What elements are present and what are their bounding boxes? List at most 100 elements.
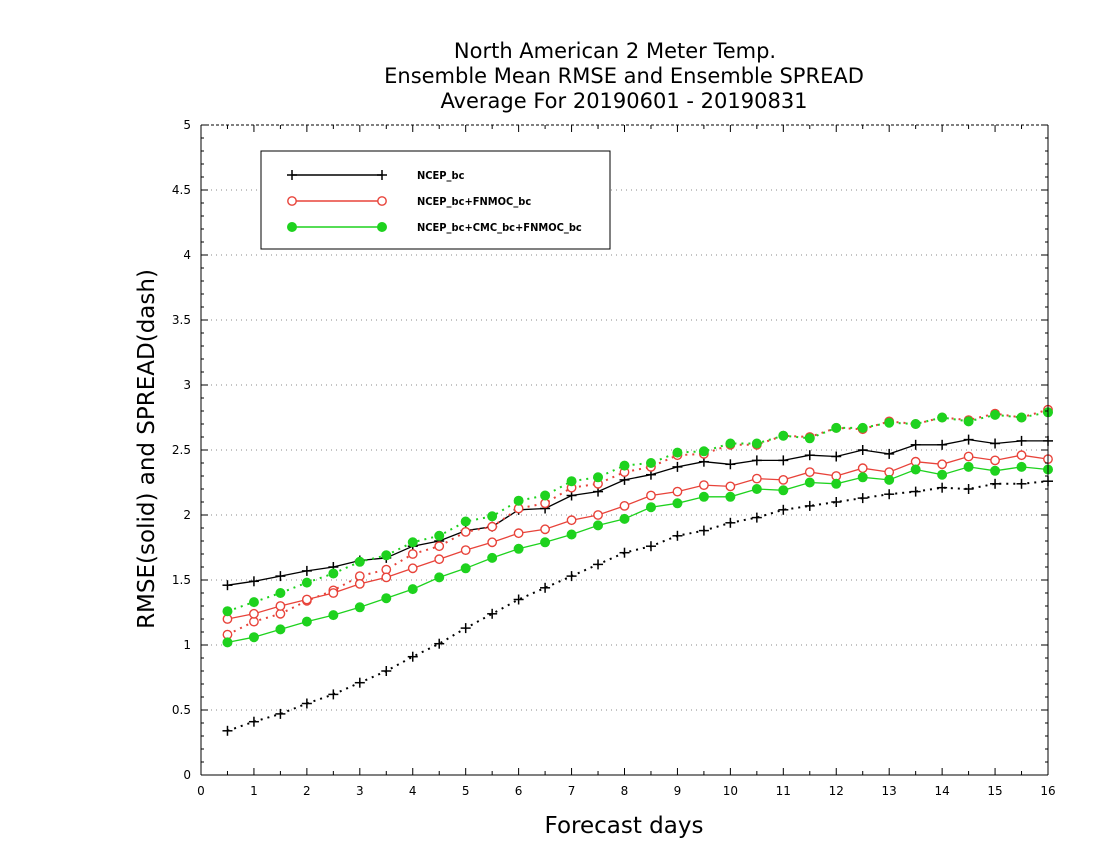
ncep-bc-spread-point	[831, 497, 842, 507]
ncep-bc-cmc-bc-fnmoc-bc-rmse-point	[434, 572, 445, 583]
y-tick-label-0.5: 0.5	[172, 703, 191, 717]
y-tick-label-1.5: 1.5	[172, 573, 191, 587]
ncep-bc-cmc-bc-fnmoc-bc-spread-point	[672, 447, 683, 458]
ncep-bc-cmc-bc-fnmoc-bc-rmse-point	[513, 543, 524, 554]
ncep-bc-rmse-point	[963, 434, 974, 445]
y-tick-label-2.5: 2.5	[172, 443, 191, 457]
ncep-bc-cmc-bc-fnmoc-bc-spread-point	[275, 588, 286, 598]
ncep-bc-cmc-bc-fnmoc-bc-spread-point	[937, 412, 948, 423]
ncep-bc-cmc-bc-fnmoc-bc-rmse-point	[884, 474, 895, 485]
ncep-bc-rmse-point	[301, 565, 312, 576]
ncep-bc-fnmoc-bc-rmse-point	[275, 601, 286, 611]
ncep-bc-spread-point	[328, 689, 339, 700]
legend-entry-ncep-bc-cmc-bc-fnmoc-bc: NCEP_bc+CMC_bc+FNMOC_bc	[287, 221, 582, 234]
ncep-bc-spread-point	[513, 594, 524, 605]
ncep-bc-fnmoc-bc-rmse-point	[381, 572, 392, 583]
ncep-bc-spread-point	[672, 530, 683, 541]
ncep-bc-spread-point	[460, 623, 471, 634]
ncep-bc-spread-point	[937, 482, 948, 493]
ncep-bc-spread-point	[222, 725, 233, 736]
ncep-bc-cmc-bc-fnmoc-bc-rmse-point	[275, 624, 286, 635]
ncep-bc-fnmoc-bc-rmse-point	[857, 463, 868, 474]
ncep-bc-cmc-bc-fnmoc-bc-rmse-point	[222, 637, 233, 648]
legend-marker-start-ncep-bc-cmc-bc-fnmoc-bc	[287, 222, 297, 232]
y-axis-label: RMSE(solid) and SPREAD(dash)	[134, 269, 160, 629]
ncep-bc-cmc-bc-fnmoc-bc-spread-point	[328, 568, 339, 579]
ncep-bc-cmc-bc-fnmoc-bc-spread-point	[222, 606, 233, 617]
ncep-bc-cmc-bc-fnmoc-bc-spread-point	[434, 530, 445, 541]
ncep-bc-cmc-bc-fnmoc-bc-rmse-point	[831, 478, 842, 489]
ncep-bc-cmc-bc-fnmoc-bc-rmse-point	[990, 465, 1001, 476]
legend-marker-end-ncep-bc-cmc-bc-fnmoc-bc	[377, 222, 387, 232]
legend: NCEP_bc NCEP_bc+FNMOC_bc NCEP_bc+CMC_bc+FN…	[260, 150, 611, 250]
ncep-bc-cmc-bc-fnmoc-bc-spread-point	[566, 476, 577, 487]
ncep-bc-rmse-point	[831, 451, 842, 462]
ncep-bc-fnmoc-bc-rmse-point	[407, 563, 418, 574]
y-tick-label-3: 3	[183, 378, 191, 392]
ncep-bc-cmc-bc-fnmoc-bc-rmse-point	[725, 491, 736, 502]
x-tick-label-6: 6	[515, 784, 523, 798]
ncep-bc-fnmoc-bc-rmse-point	[672, 486, 683, 497]
ncep-bc-fnmoc-bc-rmse-point	[804, 467, 815, 477]
ncep-bc-rmse-point	[778, 455, 789, 466]
ncep-bc-fnmoc-bc-rmse-point	[301, 594, 312, 605]
ncep-bc-cmc-bc-fnmoc-bc-spread-point	[487, 511, 498, 522]
gridlines	[201, 189, 1048, 711]
ncep-bc-fnmoc-bc-rmse-point	[646, 490, 656, 501]
ncep-bc-spread-point	[248, 716, 259, 727]
ncep-bc-spread-point	[778, 504, 789, 515]
ncep-bc-cmc-bc-fnmoc-bc-rmse-point	[672, 498, 683, 509]
x-tick-label-3: 3	[356, 784, 364, 798]
x-tick-label-4: 4	[409, 784, 417, 798]
ncep-bc-spread-point	[354, 677, 365, 688]
ncep-bc-spread-point	[804, 500, 815, 511]
ncep-bc-cmc-bc-fnmoc-bc-spread-point	[381, 550, 392, 561]
ncep-bc-fnmoc-bc-rmse-point	[1016, 450, 1027, 461]
series-ncep-bc	[222, 434, 1053, 736]
x-tick-label-14: 14	[934, 784, 949, 798]
ncep-bc-cmc-bc-fnmoc-bc-rmse-point	[963, 461, 974, 472]
legend-marker-end-ncep-bc-fnmoc-bc	[377, 196, 387, 206]
ncep-bc-fnmoc-bc-spread-point	[407, 549, 418, 559]
ncep-bc-cmc-bc-fnmoc-bc-rmse-point	[910, 464, 921, 475]
x-tick-label-11: 11	[776, 784, 791, 798]
ncep-bc-spread-point	[301, 698, 312, 709]
x-tick-label-15: 15	[987, 784, 1002, 798]
legend-label-ncep-bc-fnmoc-bc: NCEP_bc+FNMOC_bc	[417, 195, 531, 208]
ncep-bc-fnmoc-bc-rmse-point	[937, 459, 948, 470]
ncep-bc-fnmoc-bc-rmse-point	[249, 608, 259, 619]
x-tick-label-8: 8	[621, 784, 629, 798]
x-axis-ticks: 0 1 2 3 4 5 6 7 8 9 10 11 12 13 14 15 16	[197, 125, 1056, 798]
ncep-bc-cmc-bc-fnmoc-bc-rmse-point	[301, 616, 312, 627]
legend-marker-end-ncep-bc	[377, 170, 387, 180]
ncep-bc-fnmoc-bc-rmse-point	[354, 579, 365, 589]
ncep-bc-cmc-bc-fnmoc-bc-rmse-point	[619, 513, 630, 524]
ncep-bc-cmc-bc-fnmoc-bc-rmse-point	[460, 563, 471, 574]
ncep-bc-cmc-bc-fnmoc-bc-spread-point	[354, 556, 365, 567]
ncep-bc-fnmoc-bc-rmse-point	[619, 500, 630, 511]
ncep-bc-rmse-point	[884, 448, 895, 459]
ncep-bc-cmc-bc-fnmoc-bc-spread-point	[513, 495, 524, 506]
ncep-bc-rmse-point	[910, 439, 921, 450]
ncep-bc-cmc-bc-fnmoc-bc-spread-point	[725, 438, 736, 449]
ncep-bc-fnmoc-bc-spread-point	[487, 521, 498, 532]
ncep-bc-fnmoc-bc-rmse-point	[328, 588, 339, 598]
ncep-bc-cmc-bc-fnmoc-bc-rmse-point	[540, 537, 551, 548]
ncep-bc-spread-point	[751, 512, 762, 523]
ncep-bc-cmc-bc-fnmoc-bc-rmse-point	[1016, 461, 1027, 472]
ncep-bc-cmc-bc-fnmoc-bc-spread-point	[804, 433, 815, 444]
chart-title-line-1: North American 2 Meter Temp.	[454, 39, 776, 63]
ncep-bc-rmse-point	[804, 450, 815, 461]
ncep-bc-cmc-bc-fnmoc-bc-spread-point	[460, 516, 471, 527]
ncep-bc-cmc-bc-fnmoc-bc-rmse-point	[751, 484, 762, 494]
x-tick-label-2: 2	[303, 784, 311, 798]
chart-title-line-3: Average For 20190601 - 20190831	[440, 89, 807, 113]
series-lines	[222, 404, 1053, 736]
y-axis-ticks: 0 0.5 1 1.5 2 2.5 3 3.5 4 4.5 5	[172, 118, 1048, 782]
x-tick-label-10: 10	[723, 784, 738, 798]
ncep-bc-spread-point	[645, 541, 656, 552]
ncep-bc-fnmoc-bc-rmse-point	[990, 455, 1000, 466]
ncep-bc-cmc-bc-fnmoc-bc-spread-point	[778, 430, 789, 441]
legend-label-ncep-bc: NCEP_bc	[417, 169, 465, 182]
ncep-bc-cmc-bc-fnmoc-bc-rmse-point	[645, 502, 656, 513]
